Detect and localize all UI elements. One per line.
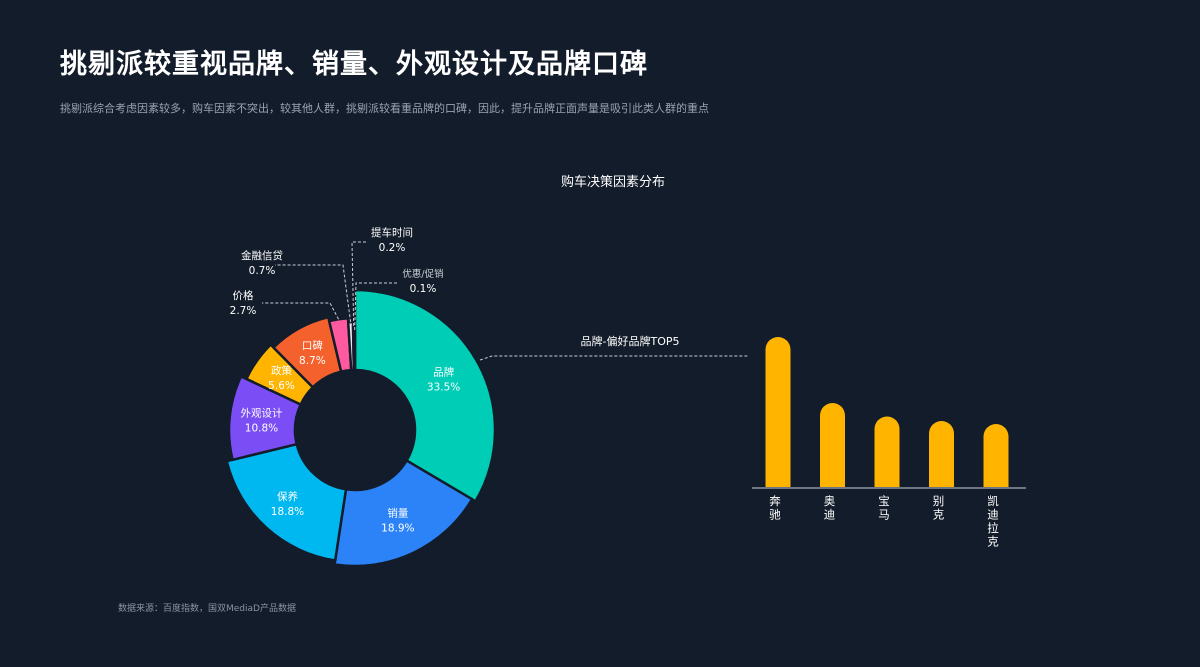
callout-label: 提车时间	[371, 226, 413, 239]
bar	[983, 423, 1009, 487]
pie-slice	[353, 288, 497, 503]
bar-category-label: 别克	[933, 494, 945, 522]
callout-line	[354, 282, 398, 331]
donut-callouts: 价格 2.7% 金融信贷 0.7% 提车时间 0.2% 优惠/促销 0.1%	[230, 226, 748, 361]
callout-line	[262, 302, 339, 320]
slice-value-label: 8.7%	[299, 355, 326, 367]
page-title: 挑剔派较重视品牌、销量、外观设计及品牌口碑	[60, 49, 648, 80]
slice-value-label: 18.9%	[381, 522, 414, 534]
pie-slice	[225, 442, 348, 562]
slice-label: 保养	[277, 490, 298, 503]
callout-label: 价格	[233, 289, 254, 302]
bar	[765, 337, 791, 487]
callout-value: 0.1%	[410, 283, 437, 295]
bar-category-label: 奔驰	[769, 494, 781, 522]
bar-chart-title: 品牌-偏好品牌TOP5	[581, 334, 680, 348]
slice-label: 品牌	[433, 365, 454, 378]
bar	[820, 402, 845, 487]
bar	[874, 416, 900, 487]
bar-category-label: 凯迪拉克	[987, 494, 999, 549]
pie-slice	[353, 328, 357, 372]
callout-value: 2.7%	[230, 305, 257, 317]
pie-slice	[333, 459, 474, 568]
bar	[929, 421, 954, 487]
pie-slice	[272, 315, 343, 389]
page-subtitle: 挑剔派综合考虑因素较多，购车因素不突出，较其他人群，挑剔派较看重品牌的口碑，因此…	[60, 102, 709, 115]
slice-value-label: 18.8%	[271, 506, 304, 518]
slice-label: 销量	[387, 506, 408, 519]
callout-line	[275, 264, 352, 323]
callout-label: 优惠/促销	[402, 268, 444, 280]
callout-value: 0.7%	[249, 265, 276, 277]
chart-title: 购车决策因素分布	[560, 175, 665, 190]
slice-value-label: 5.6%	[268, 380, 295, 392]
bar-chart: 品牌-偏好品牌TOP5 奔驰 奥迪 宝马 别克 凯迪拉克	[581, 334, 1026, 549]
slice-label: 口碑	[302, 339, 323, 352]
data-source-note: 数据来源：百度指数，国双MediaD产品数据	[118, 604, 296, 614]
slice-label: 政策	[271, 364, 292, 377]
bar-category-label: 宝马	[878, 494, 890, 522]
donut-chart: 品牌 33.5% 销量 18.9% 保养 18.8% 外观设计 10.8% 政策 5.6% 口碑 8.…	[225, 288, 497, 568]
callout-value: 0.2%	[379, 242, 406, 254]
slice-value-label: 33.5%	[427, 381, 460, 393]
slice-value-label: 10.8%	[245, 423, 278, 435]
brand-connector-line	[479, 355, 748, 361]
bar-category-label: 奥迪	[824, 494, 836, 522]
callout-label: 金融信贷	[241, 249, 283, 262]
slice-label: 外观设计	[240, 407, 282, 420]
